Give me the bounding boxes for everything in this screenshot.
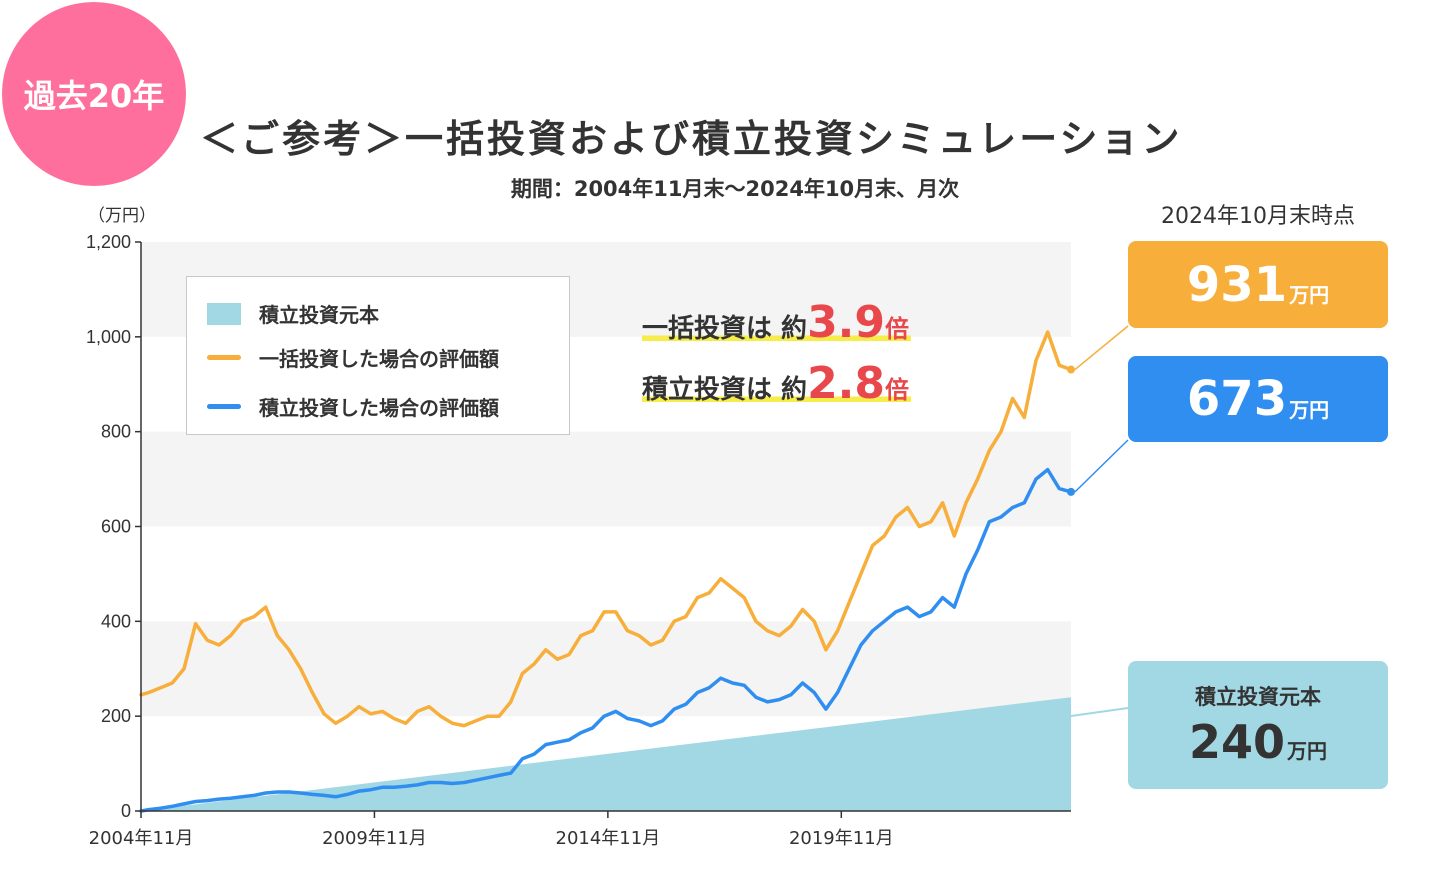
y-tick-label: 1,000 — [86, 327, 131, 347]
series-end-point-monthly — [1067, 487, 1075, 496]
y-tick-label: 200 — [101, 706, 131, 726]
callout-monthly-unit: 万円 — [1289, 397, 1330, 422]
multiplier-lump-sum-value: 3.9 — [807, 297, 886, 348]
multiplier-monthly-value: 2.8 — [807, 358, 886, 409]
callout-principal-unit: 万円 — [1287, 739, 1328, 763]
legend-label-monthly: 積立投資した場合の評価額 — [259, 396, 499, 420]
y-axis-unit-label: （万円） — [88, 206, 156, 226]
legend-label-lump-sum: 一括投資した場合の評価額 — [259, 347, 499, 371]
callout-lump-sum-value: 931 — [1186, 256, 1288, 313]
legend: 積立投資元本 一括投資した場合の評価額 積立投資した場合の評価額 — [186, 276, 570, 435]
legend-item-monthly: 積立投資した場合の評価額 — [207, 392, 499, 421]
connector-monthly — [1074, 439, 1129, 493]
series-line-lump-sum — [139, 330, 1073, 728]
callout-lump-sum-unit: 万円 — [1289, 283, 1330, 307]
y-tick-label: 0 — [121, 801, 131, 821]
y-tick-label: 800 — [101, 422, 131, 442]
callout-principal-caption: 積立投資元本 — [1195, 685, 1321, 709]
x-tick-label: 2009年11月 — [322, 828, 427, 849]
principal-area-layer — [141, 697, 1071, 811]
x-tick-label: 2019年11月 — [789, 828, 894, 849]
y-tick-label: 400 — [101, 611, 131, 631]
principal-area — [141, 697, 1071, 811]
callout-monthly: 673 万円 — [1128, 356, 1388, 442]
legend-item-lump-sum: 一括投資した場合の評価額 — [207, 343, 499, 372]
legend-label-principal: 積立投資元本 — [259, 303, 379, 327]
callout-lump-sum: 931 万円 — [1128, 241, 1388, 328]
series-lines — [139, 330, 1075, 813]
as-of-label: 2024年10月末時点 — [1161, 204, 1355, 229]
x-tick-label: 2014年11月 — [556, 828, 661, 849]
legend-swatch-monthly — [207, 404, 241, 409]
y-tick-labels: 0 200 400 600 800 1,000 1,200 — [86, 232, 141, 821]
series-end-point-lump-sum — [1067, 365, 1075, 374]
y-tick-label: 1,200 — [86, 232, 131, 252]
callout-principal-value: 240 — [1188, 715, 1286, 769]
multiplier-lump-sum: 一括投資は 約3.9倍 — [642, 297, 912, 348]
grid-band — [141, 621, 1071, 717]
callout-connectors — [1070, 325, 1129, 717]
x-tick-labels: 2004年11月 2009年11月 2014年11月 2019年11月 — [89, 811, 894, 849]
multiplier-lump-sum-unit: 倍 — [885, 315, 910, 343]
legend-swatch-lump-sum — [207, 355, 241, 360]
multiplier-monthly-text: 積立投資は 約 — [642, 375, 808, 405]
chart-subtitle: 期間：2004年11月末〜2024年10月末、月次 — [510, 177, 960, 201]
series-line-monthly — [139, 467, 1073, 813]
y-tick-label: 600 — [101, 517, 131, 537]
connector-principal — [1070, 707, 1129, 717]
grid-band — [141, 431, 1071, 527]
chart-title: ＜ご参考＞一括投資および積立投資シミュレーション — [200, 117, 1183, 161]
legend-swatch-principal — [207, 302, 241, 325]
connector-lump-sum — [1074, 325, 1129, 371]
x-tick-label: 2004年11月 — [89, 828, 194, 849]
period-badge: 過去20年 — [2, 2, 186, 186]
multiplier-monthly: 積立投資は 約2.8倍 — [642, 358, 912, 409]
legend-item-principal: 積立投資元本 — [207, 299, 379, 328]
multiplier-lump-sum-text: 一括投資は 約 — [642, 314, 808, 344]
callout-monthly-value: 673 — [1186, 371, 1288, 427]
callout-principal: 積立投資元本 240 万円 — [1128, 661, 1388, 789]
multiplier-monthly-unit: 倍 — [885, 376, 910, 404]
